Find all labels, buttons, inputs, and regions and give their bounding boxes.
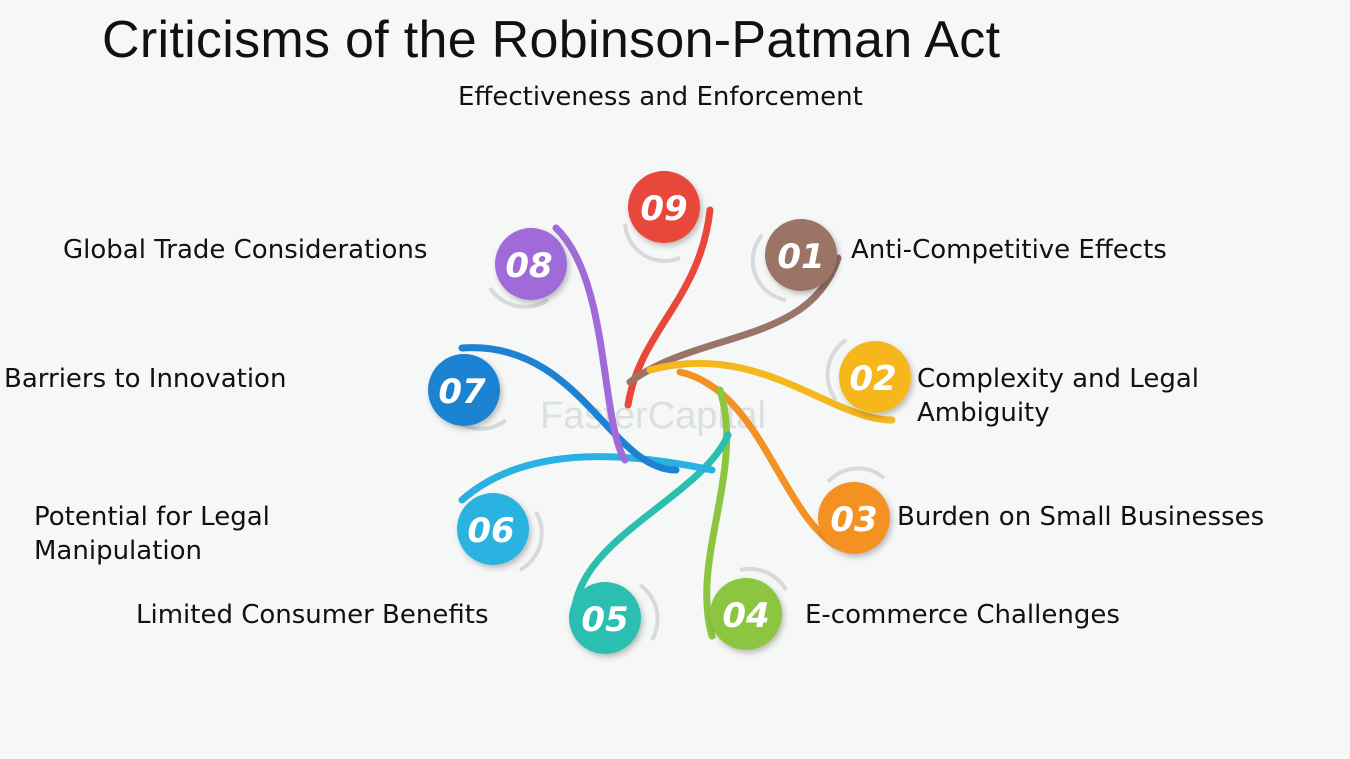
ribbon-07 [458, 344, 680, 474]
node-04: 04 [710, 566, 788, 650]
node-09-circle [628, 171, 700, 243]
node-05-number: 05 [581, 600, 628, 640]
node-08: 08 [488, 228, 567, 309]
ribbon-05 [570, 431, 732, 626]
node-02: 02 [825, 338, 911, 413]
item-06-label-line-2: Manipulation [34, 536, 203, 566]
ribbon-06 [458, 453, 716, 504]
item-09-label: Effectiveness and Enforcement [458, 82, 863, 112]
node-06: 06 [457, 493, 544, 572]
item-01-label: Anti-Competitive Effects [851, 235, 1167, 265]
item-03-label: Burden on Small Businesses [897, 502, 1265, 532]
node-05-circle [569, 582, 641, 654]
node-07: 07 [428, 354, 508, 431]
node-01-number: 01 [777, 237, 824, 277]
item-06-label: Potential for Legal Manipulation [34, 500, 270, 568]
node-01: 01 [750, 219, 837, 302]
item-02-label-line-1: Complexity and Legal [917, 364, 1199, 394]
node-01-circle [765, 219, 837, 291]
node-04-circle [710, 578, 782, 650]
ribbon-02 [646, 359, 896, 424]
node-07-number: 07 [438, 372, 486, 412]
item-06-label-line-1: Potential for Legal [34, 502, 270, 532]
node-06-number: 06 [467, 511, 514, 551]
item-02-label-line-2: Ambiguity [917, 398, 1050, 428]
node-03-circle [818, 482, 890, 554]
node-03: 03 [818, 466, 890, 554]
node-09-number: 09 [640, 189, 687, 229]
ribbons [458, 206, 896, 640]
node-07-circle [428, 354, 500, 426]
node-08-circle [495, 228, 567, 300]
item-02-label: Complexity and Legal Ambiguity [917, 362, 1199, 430]
item-08-label: Global Trade Considerations [63, 235, 428, 265]
node-03-number: 03 [830, 500, 877, 540]
node-06-circle [457, 493, 529, 565]
ribbon-03 [676, 368, 839, 549]
item-05-label: Limited Consumer Benefits [136, 600, 489, 630]
item-04-label: E-commerce Challenges [805, 600, 1120, 630]
node-02-number: 02 [849, 359, 896, 399]
node-04-number: 04 [722, 596, 769, 636]
node-08-number: 08 [505, 246, 552, 286]
node-09: 09 [623, 171, 700, 263]
node-02-circle [839, 341, 911, 413]
page-title: Criticisms of the Robinson-Patman Act [102, 11, 1001, 69]
ribbon-08 [552, 224, 629, 464]
item-07-label: Barriers to Innovation [4, 364, 287, 394]
node-05: 05 [569, 582, 660, 654]
ribbon-04 [703, 386, 731, 640]
